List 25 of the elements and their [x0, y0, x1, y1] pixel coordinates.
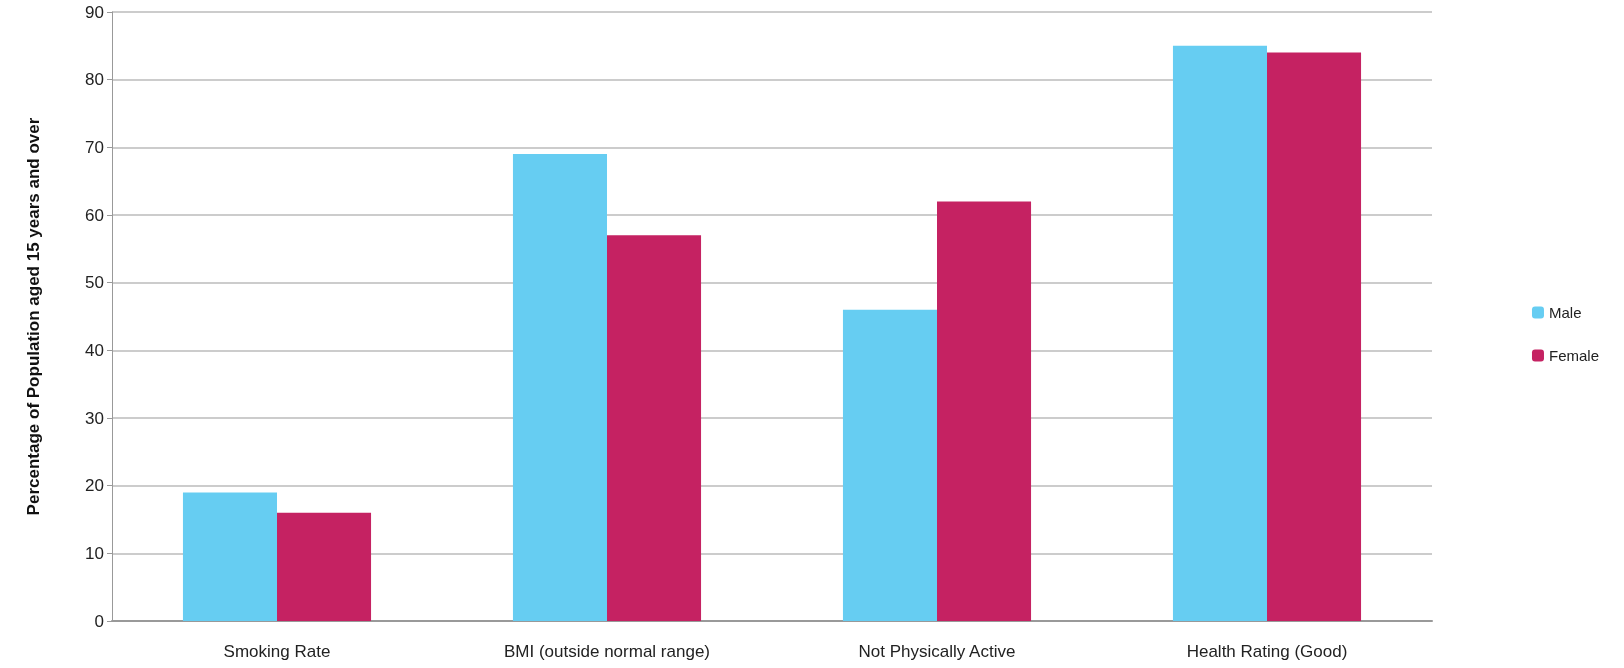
y-tick-label: 80 [85, 70, 104, 90]
y-tick-label: 90 [85, 2, 104, 22]
legend-label: Male [1548, 304, 1582, 321]
bar [607, 235, 702, 621]
y-tick-label: 10 [85, 543, 104, 563]
y-tick-label: 50 [85, 273, 104, 293]
bar [277, 512, 372, 621]
x-tick-label: Not Physically Active [858, 642, 1016, 661]
x-tick-label: Smoking Rate [223, 642, 331, 661]
bar [512, 154, 607, 621]
bar [1172, 45, 1267, 621]
bar [937, 201, 1032, 621]
y-tick-label: 30 [85, 408, 104, 428]
y-tick-label: 70 [85, 137, 104, 157]
y-tick-label: 40 [85, 340, 104, 360]
y-tick-label: 60 [85, 205, 104, 225]
y-tick-label: 0 [94, 611, 104, 631]
y-axis-title: Percentage of Population aged 15 years and over [24, 117, 43, 516]
bar [1267, 52, 1362, 621]
bar [182, 492, 277, 621]
x-tick-label: Health Rating (Good) [1186, 642, 1348, 661]
legend-label: Female [1548, 347, 1600, 364]
y-tick-label: 20 [85, 476, 104, 496]
x-tick-label: BMI (outside normal range) [504, 642, 710, 661]
bar [842, 309, 937, 621]
